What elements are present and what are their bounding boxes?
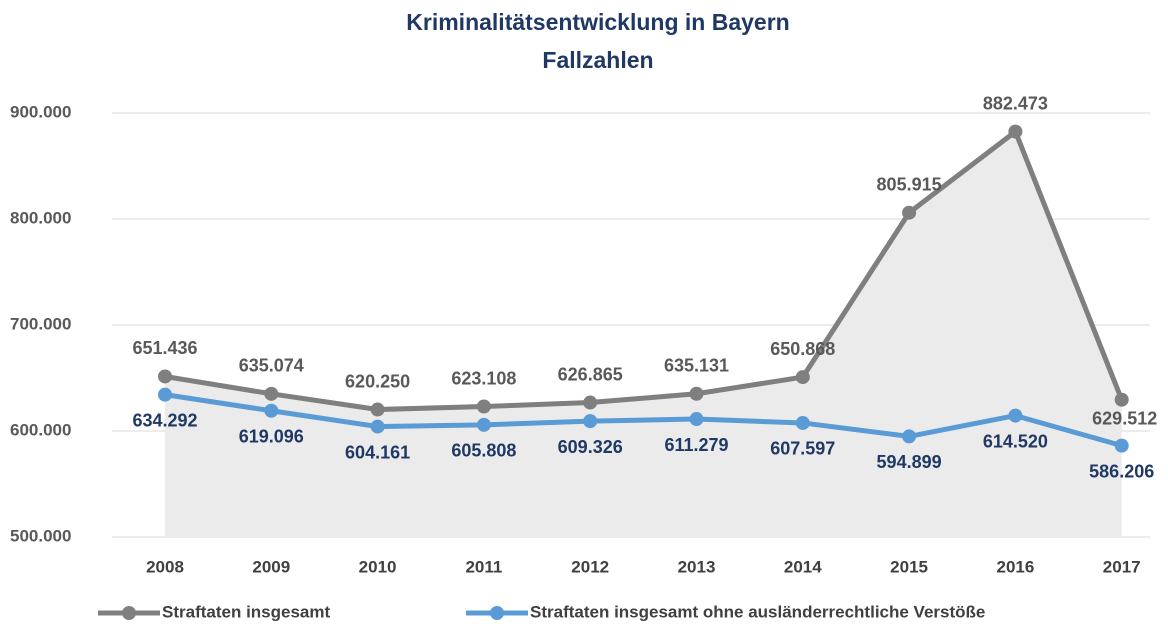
x-tick-label: 2008 (146, 557, 184, 576)
legend-label: Straftaten insgesamt (162, 602, 330, 621)
marker (1008, 124, 1023, 139)
x-tick-label: 2016 (996, 557, 1034, 576)
marker (689, 412, 704, 427)
data-label: 635.131 (664, 356, 729, 376)
legend-label: Straftaten insgesamt ohne ausländerrecht… (530, 602, 985, 621)
data-label: 607.597 (770, 439, 835, 459)
marker (583, 395, 598, 410)
marker (158, 369, 172, 384)
data-label: 651.436 (132, 338, 197, 358)
y-tick-label: 500.000 (10, 526, 71, 545)
legend-marker (490, 606, 504, 620)
y-tick-label: 700.000 (10, 314, 71, 333)
data-label: 614.520 (983, 431, 1048, 451)
y-tick-label: 600.000 (10, 420, 71, 439)
x-tick-label: 2009 (252, 557, 290, 576)
data-label: 620.250 (345, 371, 410, 391)
marker (583, 414, 598, 429)
data-label: 623.108 (451, 368, 516, 388)
line (164, 129, 1125, 413)
marker (1114, 392, 1129, 407)
marker (902, 205, 917, 220)
x-tick-label: 2014 (784, 557, 822, 576)
x-tick-label: 2010 (359, 557, 397, 576)
line (164, 392, 1123, 449)
data-label: 650.868 (770, 339, 835, 359)
marker (158, 387, 172, 402)
x-tick-label: 2015 (890, 557, 928, 576)
data-label: 604.161 (345, 442, 410, 462)
data-label: 609.326 (558, 437, 623, 457)
marker (370, 402, 385, 417)
x-tick-label: 2011 (465, 557, 502, 576)
x-tick-label: 2013 (678, 557, 716, 576)
marker (476, 417, 491, 432)
marker (264, 386, 279, 401)
marker (689, 386, 704, 401)
data-label: 634.292 (132, 410, 197, 430)
marker (902, 429, 917, 444)
marker (795, 415, 810, 430)
chart-title: Kriminalitätsentwicklung in Bayern (406, 9, 789, 35)
marker (1114, 438, 1129, 453)
data-label: 805.915 (877, 174, 942, 194)
marker (476, 399, 491, 414)
data-label: 626.865 (558, 364, 623, 384)
marker (370, 419, 385, 434)
data-label: 882.473 (983, 93, 1048, 113)
y-tick-label: 800.000 (10, 208, 71, 227)
chart-subtitle: Fallzahlen (542, 47, 653, 73)
area (165, 131, 1122, 537)
data-label: 629.512 (1092, 408, 1157, 428)
x-tick-label: 2017 (1103, 557, 1141, 576)
x-tick-label: 2012 (571, 557, 609, 576)
y-tick-label: 900.000 (10, 102, 71, 121)
data-label: 635.074 (239, 356, 304, 376)
marker (795, 370, 810, 385)
data-label: 619.096 (239, 427, 304, 447)
data-label: 605.808 (451, 441, 516, 461)
data-label: 611.279 (664, 435, 728, 455)
legend-marker (122, 606, 136, 620)
data-label: 594.899 (877, 452, 942, 472)
data-label: 586.206 (1089, 461, 1154, 481)
marker (1008, 408, 1023, 423)
marker (264, 403, 279, 418)
